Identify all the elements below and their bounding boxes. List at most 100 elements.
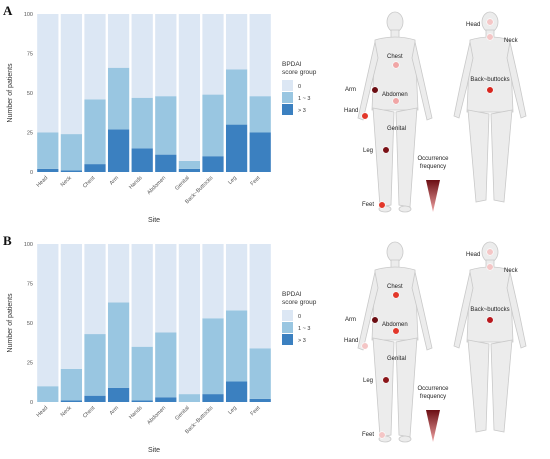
bar-segment [155,154,177,172]
body-map: Chest Arm Abdomen Hand Genital Leg Feet Head Nec… [344,11,527,213]
back-body-figure [453,241,527,433]
genital-label: Genital [387,126,406,132]
panel-a: A 0 25 50 75 100 Head Neck Chest Arm Hands Abdomen… [0,0,550,229]
right-foot-shape [398,205,412,213]
head-shape [386,241,404,263]
bar-segment [131,97,153,149]
panel-letter: B [3,233,12,248]
x-tick-label: Abdomen [146,405,167,426]
bar-segment [37,132,59,169]
bar-segment [131,148,153,172]
x-tick-label: Genital [174,405,191,422]
head-label: Head [466,252,480,258]
legend-label: > 3 [298,338,306,344]
torso-shape [466,36,514,113]
leg-dot [382,376,390,384]
feet-label: Feet [362,202,374,208]
bar-segment [84,244,106,335]
y-tick-label: 75 [27,282,33,288]
back-buttocks-dot [486,316,494,324]
frequency-label: frequency [420,394,446,400]
head-label: Head [466,22,480,28]
legend-swatch [282,80,293,91]
left-leg-shape [467,339,490,433]
y-tick-label: 0 [30,400,33,406]
bar-segment [249,348,271,399]
abdomen-label: Abdomen [382,92,408,98]
x-tick-label: Genital [174,175,191,192]
panel-letter: A [3,3,13,18]
bar-segment [225,69,248,125]
y-tick-label: 50 [27,321,33,327]
x-tick-label: Head [36,175,50,189]
frequency-gradient-triangle [426,180,440,212]
bar-segment [84,99,106,165]
genital-label: Genital [387,356,406,362]
neck-dot [486,33,494,41]
bar-segment [155,244,177,333]
torso-shape [466,266,514,343]
y-tick-label: 50 [27,91,33,97]
bar-segment [249,132,271,172]
bar-segment [37,244,59,387]
neck-label: Neck [504,268,519,274]
bar-segment [155,14,177,97]
chest-dot [392,291,400,299]
right-arm-shape [411,271,433,351]
torso-shape [371,36,419,111]
leg-dot [382,146,390,154]
torso-shape [371,266,419,341]
y-tick-label: 25 [27,361,33,367]
x-tick-label: Arm [109,405,121,417]
hand-dot [361,112,369,120]
x-axis-title: Site [148,217,160,224]
bar-segment [178,160,201,169]
x-tick-label: Hands [128,405,144,421]
bar-segment [37,168,59,172]
legend-swatch [282,92,293,103]
bar-segment [155,397,177,402]
bar-segment [60,134,83,171]
right-leg-shape [490,339,513,433]
bar-segment [60,14,83,135]
feet-dot [378,431,386,439]
y-tick-label: 75 [27,52,33,58]
bar-segment [155,96,177,155]
bar-segment [249,244,271,349]
bar-segment [202,394,224,402]
legend-label: 0 [298,84,301,90]
frequency-label: Occurrence [417,156,449,162]
y-tick-label: 0 [30,170,33,176]
bar-segment [84,334,106,396]
bar-segment [225,244,248,311]
frequency-label: frequency [420,164,446,170]
x-tick-label: Head [36,405,50,419]
arm-dot [371,86,379,94]
bar-segment [60,244,83,369]
bar-segment [37,14,59,133]
stacked-bar-chart: 0 25 50 75 100 Head Neck Chest Arm Hands Abdomen Ge… [7,242,272,454]
x-tick-label: Hands [128,175,144,191]
right-leg-shape [395,337,418,438]
chest-dot [392,61,400,69]
legend-label: 0 [298,314,301,320]
x-tick-label: Chest [82,175,97,190]
bar-segment [202,94,224,157]
bar-segment [131,400,153,402]
bar-segment [225,381,248,402]
leg-label: Leg [363,378,373,384]
legend-title: score group [282,299,317,306]
bar-segment [131,244,153,347]
bar-segment [60,170,83,172]
x-tick-label: Abdomen [146,175,167,196]
bar-segment [107,387,130,402]
bar-segment [107,14,130,68]
front-body-figure [357,241,433,443]
bar-segment [107,67,130,130]
x-tick-label: Leg [227,405,238,416]
bar-segment [225,14,248,70]
neck-label: Neck [504,38,519,44]
hand-label: Hand [344,338,358,344]
bar-segment [225,310,248,382]
